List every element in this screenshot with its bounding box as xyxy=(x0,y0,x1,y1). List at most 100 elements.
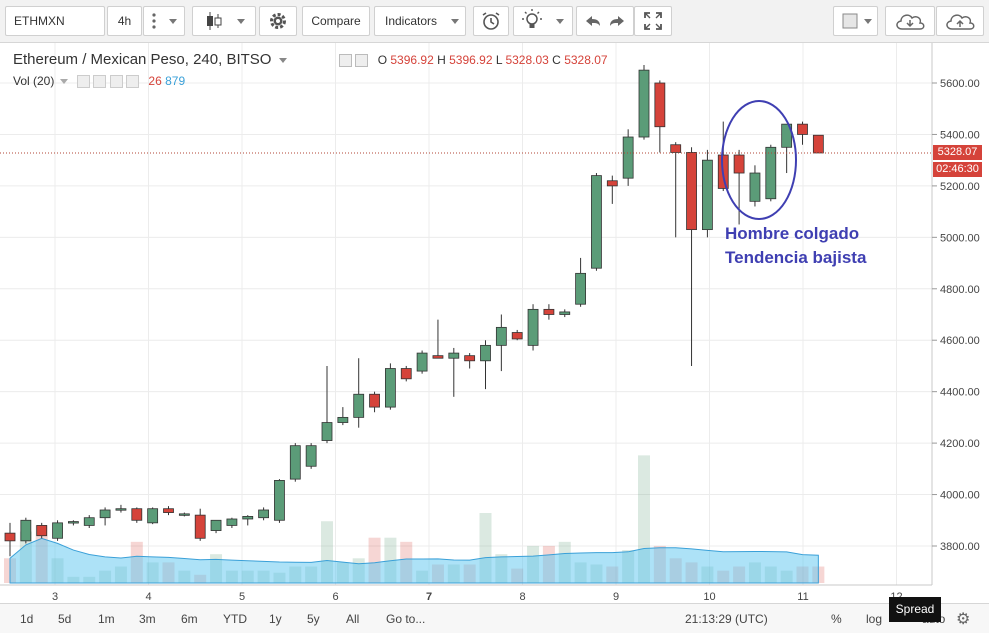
candle-body xyxy=(52,522,63,539)
candle-body xyxy=(369,393,380,408)
candle-body xyxy=(99,509,111,519)
candle-body xyxy=(527,308,539,346)
candle-body xyxy=(178,513,190,516)
vol-eye-icon[interactable] xyxy=(77,75,91,89)
annotation-text: Hombre colgado Tendencia bajista xyxy=(725,222,866,270)
candle-body xyxy=(194,514,206,539)
candle-body xyxy=(147,508,159,524)
indicators-label: Indicators xyxy=(385,14,438,28)
time-tick-label: 7 xyxy=(426,591,432,603)
price-tick-label: 4400.00 xyxy=(940,387,980,399)
time-tick-label: 4 xyxy=(145,591,151,603)
candle-body xyxy=(654,82,666,128)
close-label: C xyxy=(552,53,561,67)
vol-caret-icon[interactable] xyxy=(59,79,68,85)
price-tick-label: 3800.00 xyxy=(940,541,980,553)
chart-style-button[interactable] xyxy=(192,6,256,36)
alarm-clock-icon xyxy=(482,12,500,30)
ohlc-legend: O 5396.92 H 5396.92 L 5328.03 C 5328.07 xyxy=(339,53,608,68)
price-tick-label: 5000.00 xyxy=(940,232,980,244)
candle-body xyxy=(305,445,317,467)
candle-body xyxy=(68,521,79,524)
range-1m[interactable]: 1m xyxy=(98,612,115,626)
time-tick-label: 5 xyxy=(239,591,245,603)
range-5y[interactable]: 5y xyxy=(307,612,320,626)
range-all[interactable]: All xyxy=(346,612,360,626)
symbol-label: ETHMXN xyxy=(14,14,65,28)
compare-button[interactable]: Compare xyxy=(302,6,370,36)
legend-eye-icon[interactable] xyxy=(339,54,352,68)
price-tick-label: 5400.00 xyxy=(940,129,980,141)
candle-body xyxy=(480,344,491,362)
price-chart[interactable]: 3800.00 4000.00 4200.00 4400.00 4600.00 4800.… xyxy=(0,43,989,603)
interval-button[interactable]: 4h xyxy=(107,6,142,36)
bottom-toolbar: 1d 5d 1m 3m 6m YTD 1y 5y All Go to... 21… xyxy=(0,597,989,633)
time-tick-label: 11 xyxy=(797,591,808,603)
candle-body xyxy=(4,532,16,542)
save-layout-button[interactable] xyxy=(936,6,984,36)
settings-button[interactable] xyxy=(259,6,297,36)
candle-body xyxy=(226,518,238,526)
price-tick-label: 4600.00 xyxy=(940,335,980,347)
layout-button[interactable] xyxy=(833,6,878,36)
goto-button[interactable]: Go to... xyxy=(386,612,426,626)
candle-body xyxy=(559,311,571,315)
load-layout-button[interactable] xyxy=(885,6,935,36)
vol-title: Vol (20) xyxy=(13,74,55,88)
candle-body xyxy=(749,172,761,202)
candles xyxy=(4,64,824,557)
symbol-search-box[interactable]: ETHMXN xyxy=(5,6,105,36)
candle-body xyxy=(622,136,634,179)
vol-add-icon[interactable] xyxy=(109,75,123,89)
range-6m[interactable]: 6m xyxy=(181,612,198,626)
candle-body xyxy=(353,393,365,418)
time-tick-label: 3 xyxy=(52,591,58,603)
candle-body xyxy=(733,154,745,174)
indicators-button[interactable]: Indicators xyxy=(374,6,466,36)
chart-settings-gear-icon[interactable]: ⚙ xyxy=(956,611,971,628)
spread-tooltip: Spread xyxy=(889,597,941,622)
vol-gear-icon[interactable] xyxy=(93,75,107,89)
close-value: 5328.07 xyxy=(564,53,608,67)
candles-icon xyxy=(207,12,245,30)
candle-body xyxy=(210,519,222,531)
volume-legend: Vol (20) 26 879 xyxy=(13,74,185,89)
candle-body xyxy=(702,159,713,231)
annotation-line1: Hombre colgado xyxy=(725,224,860,243)
time-tick-label: 10 xyxy=(703,591,715,603)
price-tick-label: 4200.00 xyxy=(940,438,980,450)
low-label: L xyxy=(495,53,503,67)
range-5d[interactable]: 5d xyxy=(58,612,72,626)
candle-body xyxy=(670,144,682,153)
candle-body xyxy=(337,416,349,423)
low-value: 5328.03 xyxy=(505,53,549,67)
vol-close-icon[interactable] xyxy=(126,75,140,89)
percent-toggle[interactable]: % xyxy=(831,612,842,626)
last-price-tag: 5328.07 xyxy=(933,145,982,160)
range-1d[interactable]: 1d xyxy=(20,612,34,626)
log-toggle[interactable]: log xyxy=(866,612,883,626)
candle-body xyxy=(115,508,127,511)
fullscreen-button[interactable] xyxy=(634,6,672,36)
candle-body xyxy=(781,123,793,148)
candle-body xyxy=(289,445,301,480)
price-axis[interactable] xyxy=(932,43,989,603)
high-value: 5396.92 xyxy=(449,53,493,67)
undo-redo-group[interactable] xyxy=(576,6,634,36)
range-3m[interactable]: 3m xyxy=(139,612,156,626)
symbol-title: Ethereum / Mexican Peso, 240, BITSO xyxy=(13,51,272,68)
alert-button[interactable] xyxy=(473,6,509,36)
range-ytd[interactable]: YTD xyxy=(223,612,247,626)
candle-body xyxy=(321,422,333,441)
open-value: 5396.92 xyxy=(390,53,434,67)
ideas-button[interactable] xyxy=(513,6,573,36)
candle-body xyxy=(812,134,824,154)
price-tick-label: 4000.00 xyxy=(940,490,980,502)
title-caret-icon[interactable] xyxy=(278,57,287,63)
candle-body xyxy=(258,509,270,519)
candle-body xyxy=(163,508,174,513)
candle-body xyxy=(131,508,143,521)
range-1y[interactable]: 1y xyxy=(269,612,282,626)
interval-dropdown[interactable] xyxy=(143,6,185,36)
legend-gear-icon[interactable] xyxy=(355,54,369,68)
